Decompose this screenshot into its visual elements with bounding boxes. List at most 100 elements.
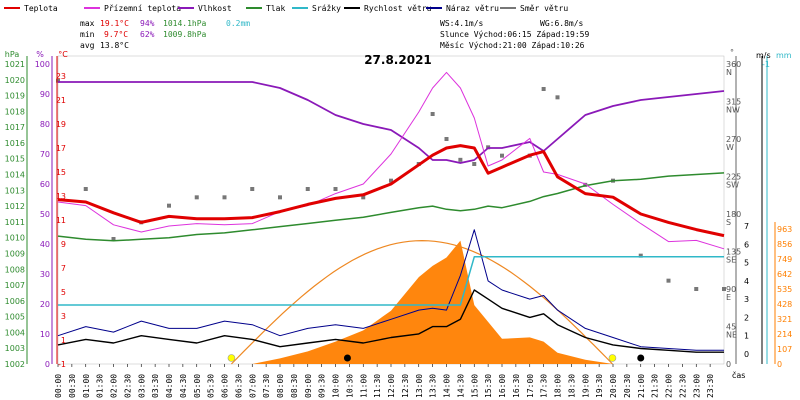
stat-max-temp: 19.1°C	[100, 19, 129, 28]
x-tick-label: 03:30	[151, 374, 160, 398]
x-tick-label: 00:00	[54, 374, 63, 398]
tick-label-wind: 7	[744, 222, 749, 231]
wind-direction-point	[222, 195, 227, 200]
x-tick-label: 14:00	[443, 374, 452, 398]
legend-label-vlhkost: Vlhkost	[198, 4, 232, 13]
tick-label-hpa: 1003	[5, 344, 25, 353]
tick-label-percent: 50	[40, 210, 50, 219]
x-tick-label: 15:30	[484, 374, 493, 398]
x-tick-label: 14:30	[456, 374, 465, 398]
tick-label-direction: SE	[726, 256, 736, 265]
tick-label-percent: 80	[40, 120, 50, 129]
tick-label-radiation: 535	[777, 285, 792, 294]
legend-label-tlak: Tlak	[266, 4, 285, 13]
x-tick-label: 19:30	[595, 374, 604, 398]
x-tick-label: 02:30	[123, 374, 132, 398]
x-tick-label: 13:00	[415, 374, 424, 398]
legend-label-naraz-vetru: Náraz větru	[446, 4, 499, 13]
x-tick-label: 21:30	[651, 374, 660, 398]
tick-label-radiation: 214	[777, 330, 792, 339]
tick-label-direction: NW	[726, 106, 740, 115]
tick-label-direction: 225	[726, 173, 741, 182]
series-line-temperature	[57, 144, 725, 238]
x-tick-label: 07:30	[262, 374, 271, 398]
tick-label-direction: 315	[726, 98, 741, 107]
wind-direction-point	[111, 237, 116, 241]
stat-min-temp: 9.7°C	[104, 30, 128, 39]
x-tick-label: 17:30	[540, 374, 549, 398]
tick-label-radiation: 642	[777, 270, 792, 279]
tick-label-celsius: 13	[56, 192, 66, 201]
tick-label-wind: 3	[744, 295, 749, 304]
tick-label-direction: 180	[726, 210, 741, 219]
axis-unit-degrees: °	[730, 48, 734, 57]
wind-direction-point	[305, 187, 310, 191]
x-tick-label: 11:30	[373, 374, 382, 398]
tick-label-celsius: 5	[61, 288, 66, 297]
stat-min-pressure: 1009.8hPa	[163, 30, 207, 39]
series-line-rain	[58, 256, 724, 306]
series-line-pressure	[57, 172, 725, 242]
tick-label-hpa: 1008	[5, 265, 25, 274]
tick-label-radiation: 321	[777, 315, 792, 324]
x-tick-label: 08:30	[290, 374, 299, 398]
x-tick-label: 16:30	[512, 374, 521, 398]
legend-label-srazky: Srážky	[312, 4, 341, 13]
x-tick-label: 19:00	[581, 374, 590, 398]
x-tick-label: 03:00	[137, 374, 146, 398]
tick-label-direction: NE	[726, 331, 737, 340]
stat-moon: Měsíc Východ:21:00 Západ:10:26	[440, 41, 585, 50]
x-tick-label: 12:30	[401, 374, 410, 398]
stat-max-label: max	[80, 19, 95, 28]
stat-wind-gust: WG:6.8m/s	[540, 19, 584, 28]
sunset-marker	[608, 354, 617, 362]
legend: Teplota Přízemní teplota Vlhkost Tlak Sr…	[4, 4, 568, 13]
x-tick-label: 02:00	[110, 374, 119, 398]
wind-direction-point	[167, 203, 171, 208]
tick-label-radiation: 107	[777, 345, 792, 354]
wind-direction-point	[278, 195, 282, 200]
tick-label-wind: 1	[744, 332, 749, 341]
x-tick-label: 15:00	[470, 374, 479, 398]
stat-min-label: min	[80, 30, 95, 39]
tick-label-hpa: 1021	[5, 60, 25, 69]
x-tick-label: 05:30	[207, 374, 216, 398]
wind-direction-point	[666, 278, 671, 283]
tick-label-radiation: 0	[777, 360, 782, 369]
x-tick-label: 07:00	[248, 374, 257, 398]
x-tick-label: 20:00	[609, 374, 618, 398]
x-tick-label: 10:00	[332, 374, 341, 398]
x-tick-label: 10:30	[345, 374, 354, 398]
tick-label-hpa: 1002	[5, 360, 25, 369]
legend-label-rychlost-vetru: Rychlost větru	[364, 4, 432, 13]
plot-area	[56, 55, 726, 365]
tick-label-hpa: 1005	[5, 313, 25, 322]
tick-label-percent: 60	[40, 180, 50, 189]
wind-direction-point	[250, 187, 255, 191]
axes: hPa% °C1021102010191018101710161015101410…	[5, 48, 793, 398]
stat-wind-speed: WS:4.1m/s	[440, 19, 484, 28]
tick-label-hpa: 1011	[5, 218, 25, 227]
legend-label-smer-vetru: Směr větru	[520, 4, 568, 13]
tick-label-direction: 135	[726, 248, 741, 257]
x-tick-label: 18:30	[567, 374, 576, 398]
stat-sun: Slunce Východ:06:15 Západ:19:59	[440, 30, 589, 39]
stat-min-humidity: 62%	[140, 30, 155, 39]
x-tick-label: 08:00	[276, 374, 285, 398]
stats-block: max 19.1°C 94% 1014.1hPa 0.2mm min 9.7°C…	[80, 19, 589, 50]
moonset-marker	[343, 354, 351, 362]
x-tick-label: 00:30	[68, 374, 77, 398]
tick-label-wind: 6	[744, 240, 749, 249]
wind-direction-point	[83, 187, 88, 191]
tick-label-rain: -1	[762, 60, 770, 69]
tick-label-direction: SW	[726, 181, 739, 190]
tick-label-hpa: 1004	[5, 328, 25, 337]
tick-label-hpa: 1018	[5, 107, 25, 116]
wind-direction-point	[56, 78, 60, 83]
tick-label-hpa: 1015	[5, 155, 25, 164]
wind-direction-point	[194, 195, 199, 200]
axis-unit-celsius: °C	[58, 50, 68, 59]
x-tick-label: 04:30	[179, 374, 188, 398]
x-tick-label: 09:00	[304, 374, 313, 398]
tick-label-radiation: 856	[777, 240, 792, 249]
